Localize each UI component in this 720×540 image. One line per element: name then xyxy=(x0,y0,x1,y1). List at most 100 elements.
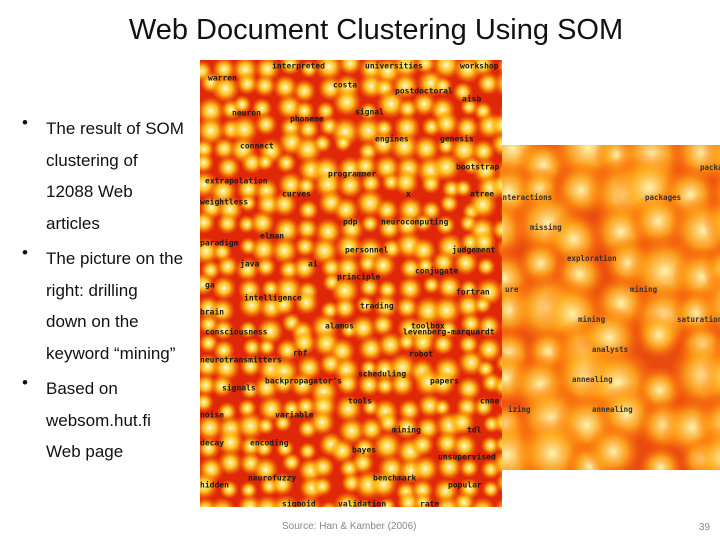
heat-blob xyxy=(200,413,224,442)
heat-blob xyxy=(359,102,378,121)
heat-blob xyxy=(295,217,319,241)
heat-blob xyxy=(275,152,297,174)
map-word: variable xyxy=(275,410,314,420)
heat-blob xyxy=(334,394,363,423)
map-word: brain xyxy=(200,307,224,317)
map-word: scheduling xyxy=(358,369,406,379)
map-word: costa xyxy=(333,81,357,90)
map-word: neuron xyxy=(232,109,261,118)
heat-blob xyxy=(291,329,317,356)
map-word: missing xyxy=(530,223,562,232)
heat-blob xyxy=(435,215,456,236)
heat-blob xyxy=(357,335,384,362)
heat-blob xyxy=(499,257,502,272)
map-word: warren xyxy=(208,74,237,83)
heat-blob xyxy=(270,236,299,265)
heat-blob xyxy=(389,371,415,397)
heat-blob xyxy=(293,290,319,315)
heat-blob xyxy=(289,371,316,398)
heat-blob xyxy=(369,470,398,499)
heat-blob xyxy=(495,352,502,373)
heat-blob xyxy=(235,257,260,282)
heat-blob xyxy=(492,374,502,397)
heat-blob xyxy=(273,216,301,244)
heat-blob xyxy=(316,101,336,121)
map-word: noise xyxy=(200,410,224,420)
heat-blob xyxy=(277,171,304,198)
heat-blob xyxy=(212,318,235,341)
heat-blob xyxy=(216,428,245,457)
heat-blob xyxy=(455,293,482,319)
heat-blob xyxy=(370,252,396,279)
heat-blob xyxy=(337,172,364,199)
map-word: analysts xyxy=(592,345,628,354)
heat-blob xyxy=(292,79,317,103)
heat-blob xyxy=(200,152,215,174)
heat-blob xyxy=(314,60,344,82)
heat-blob xyxy=(477,314,501,338)
heat-blob xyxy=(411,455,439,483)
heat-blob xyxy=(473,295,492,315)
heat-blob xyxy=(239,354,262,378)
map-word: izing xyxy=(508,405,531,414)
heat-blob xyxy=(278,60,302,76)
heat-blob xyxy=(415,256,436,276)
heat-blob xyxy=(200,392,214,413)
map-word: neurofuzzy xyxy=(248,474,296,483)
map-word: saturation xyxy=(677,315,720,324)
heat-blob xyxy=(219,479,239,500)
heat-blob xyxy=(500,205,502,218)
map-word: x xyxy=(406,190,411,199)
map-word: signal xyxy=(355,107,384,117)
heat-blob xyxy=(334,232,363,262)
heat-blob xyxy=(254,112,278,136)
heat-blob xyxy=(455,115,480,140)
map-word: rbf xyxy=(293,349,308,358)
map-word: neurocomputing xyxy=(381,217,449,227)
heat-blob xyxy=(296,175,317,197)
heat-blob xyxy=(211,353,241,382)
bullet: Based on websom.hut.fi Web page xyxy=(22,373,202,468)
map-word: trading xyxy=(360,301,394,311)
map-word: workshop xyxy=(460,62,499,71)
heat-blob xyxy=(431,295,462,326)
heat-blob xyxy=(638,445,684,470)
map-word: postdoctoral xyxy=(395,87,453,96)
heat-blob xyxy=(329,438,356,464)
map-word: benchmark xyxy=(373,474,417,483)
map-word: ga xyxy=(205,281,215,290)
heat-blob xyxy=(273,413,292,433)
heat-blob xyxy=(271,191,298,217)
heat-blob xyxy=(272,74,299,101)
heat-blob xyxy=(375,198,399,222)
heat-blob xyxy=(292,255,317,281)
heat-blob xyxy=(471,139,496,164)
bullet: The picture on the right: drilling down on… xyxy=(22,243,202,369)
map-word: aisb xyxy=(462,94,481,104)
heat-blob xyxy=(452,81,474,103)
bullet-line: clustering of xyxy=(46,150,138,170)
heat-blob xyxy=(433,110,460,137)
bullet-line: keyword “mining” xyxy=(46,343,176,363)
map-word: judgement xyxy=(452,245,496,255)
heat-blob xyxy=(451,433,478,459)
heat-blob xyxy=(372,293,399,320)
heat-blob xyxy=(458,457,480,478)
heat-blob xyxy=(239,320,258,339)
heat-blob xyxy=(359,172,382,195)
heat-blob xyxy=(257,338,276,357)
heat-blob xyxy=(335,254,361,281)
map-word: bootstrap xyxy=(456,163,500,172)
heat-blob xyxy=(216,212,239,235)
heat-blob xyxy=(230,114,259,144)
map-word: tools xyxy=(348,397,372,406)
map-word: engines xyxy=(375,134,409,144)
map-word: extrapolation xyxy=(205,176,268,186)
map-word: interactions xyxy=(498,193,552,202)
heat-blob xyxy=(490,112,502,138)
map-word: exploration xyxy=(567,254,617,263)
heat-blob xyxy=(357,373,381,397)
map-word: alamos xyxy=(325,322,354,331)
heat-blob xyxy=(491,449,502,478)
